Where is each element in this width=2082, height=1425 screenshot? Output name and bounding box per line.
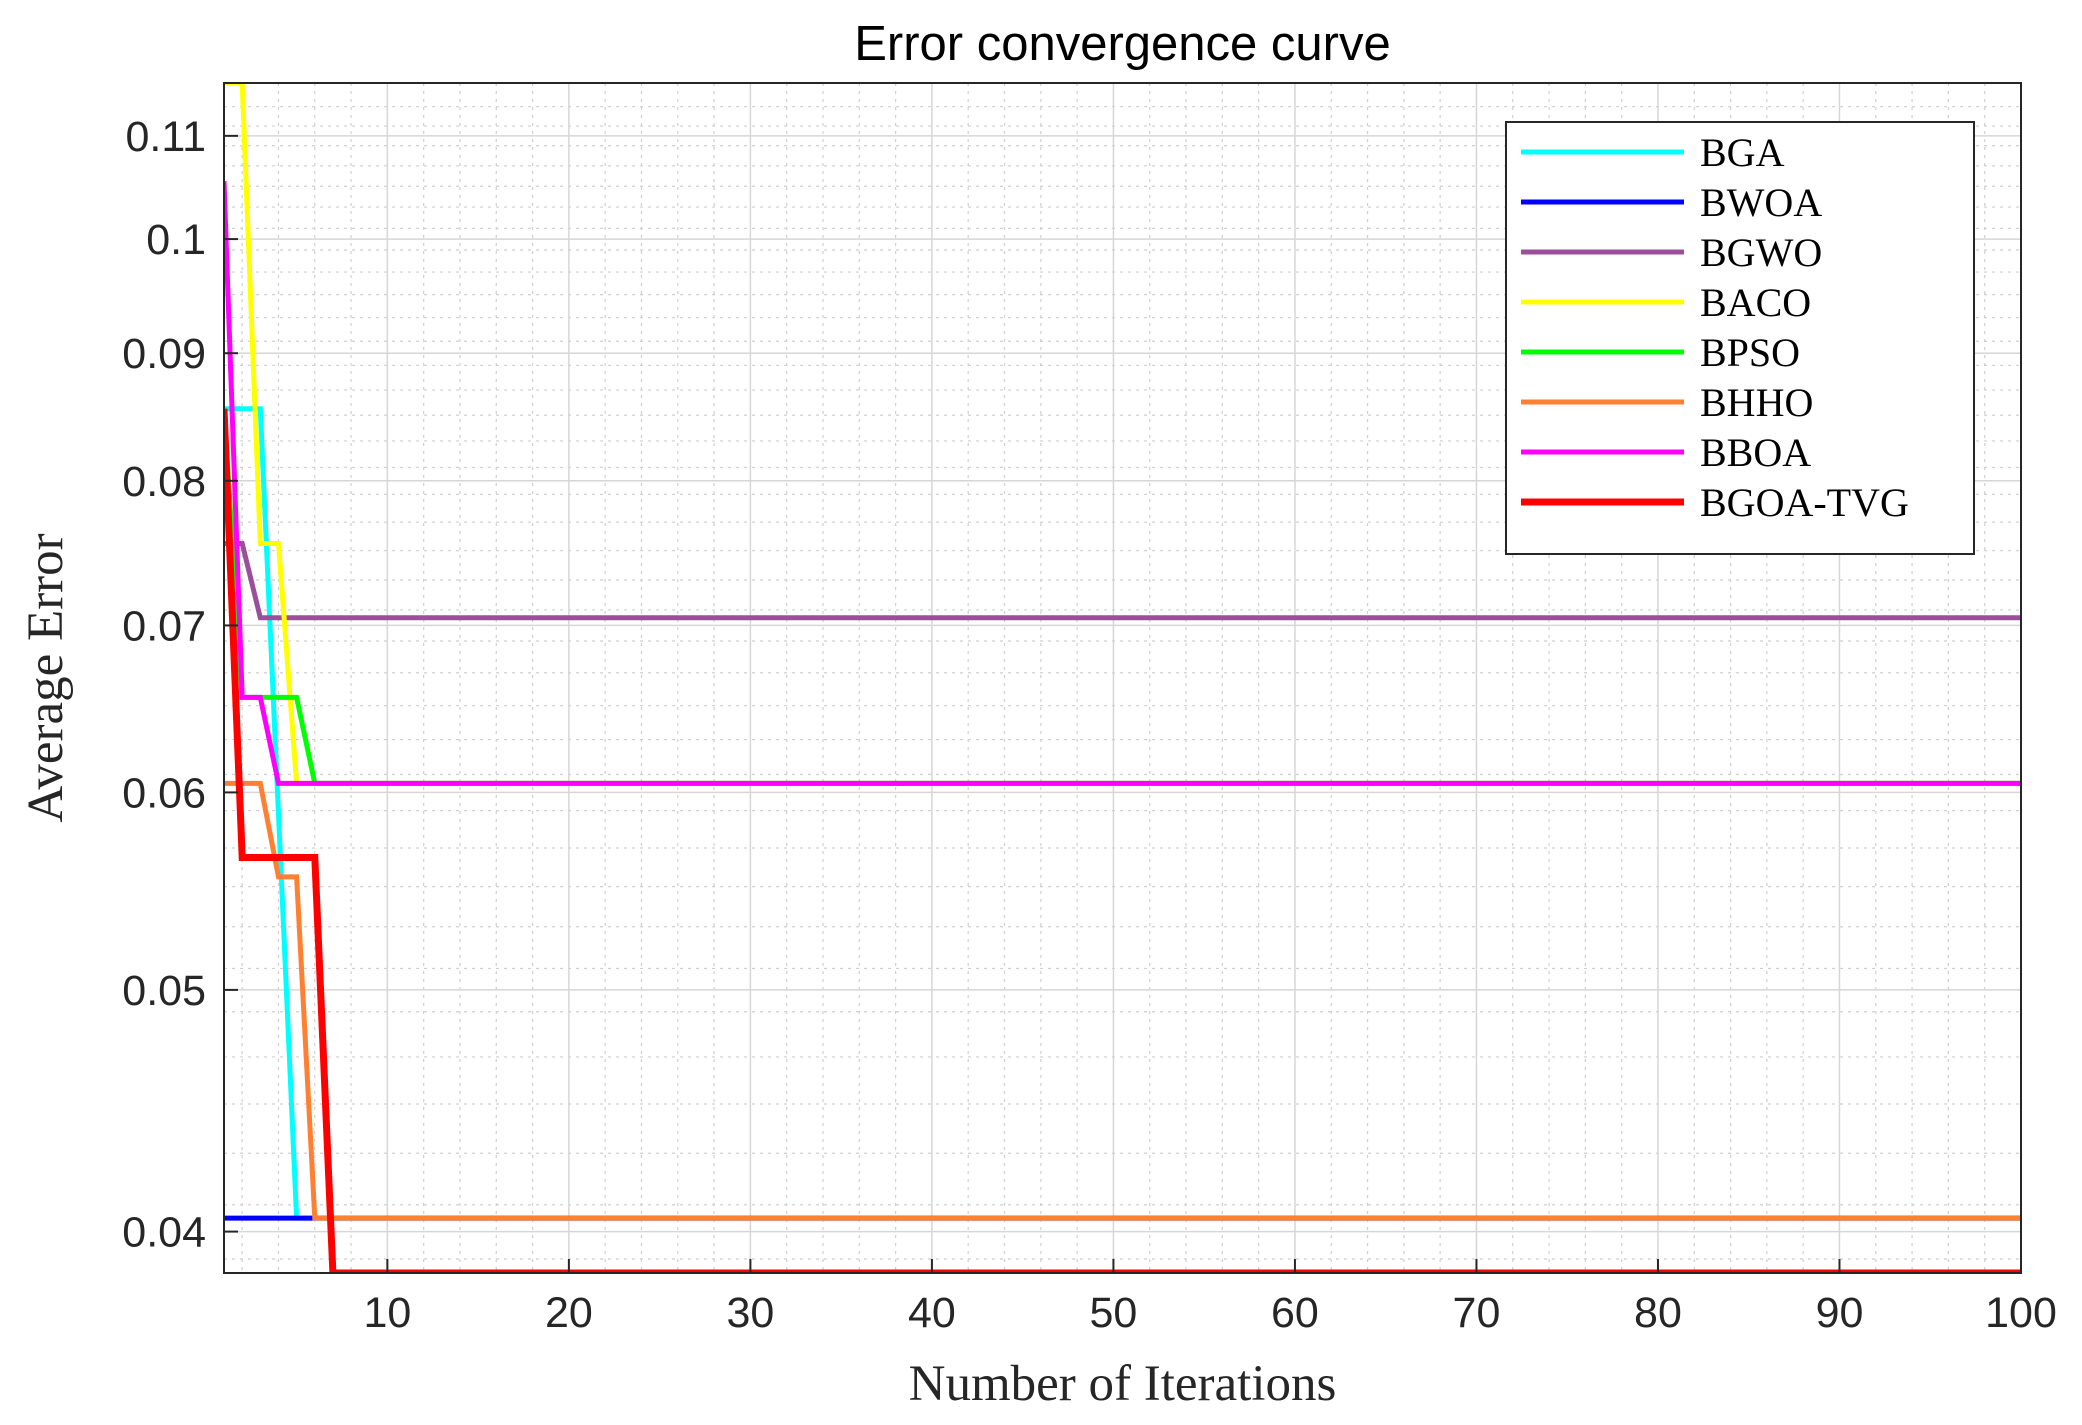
legend-label-bwoa: BWOA xyxy=(1700,180,1822,225)
series-line-bboa xyxy=(224,181,2021,786)
legend-label-bpso: BPSO xyxy=(1700,330,1800,375)
legend-label-bboa: BBOA xyxy=(1700,430,1811,475)
x-tick-label: 60 xyxy=(1271,1289,1319,1337)
legend-label-bgwo: BGWO xyxy=(1700,230,1822,275)
x-tick-label: 100 xyxy=(1985,1289,2057,1337)
x-tick-label: 10 xyxy=(363,1289,411,1337)
ticks: 10 20 30 40 50 60 70 80 90 100 0.04 0.05 0.06 0.07 0.0… xyxy=(122,113,2057,1337)
y-tick-label: 0.06 xyxy=(122,769,206,817)
chart-title: Error convergence curve xyxy=(854,17,1391,71)
series-layer xyxy=(224,83,2021,1273)
legend-box xyxy=(1505,121,1975,555)
y-tick-label: 0.07 xyxy=(122,602,206,650)
legend-label-bhho: BHHO xyxy=(1700,380,1813,425)
legend: BGA BWOA BGWO BACO BPSO BHHO BBOA BGOA-TVG xyxy=(1505,121,1975,555)
y-tick-label: 0.08 xyxy=(122,458,206,506)
y-tick-label: 0.1 xyxy=(146,216,206,264)
series-line-bgoa-tvg xyxy=(224,408,2021,1273)
legend-label-bga: BGA xyxy=(1700,130,1785,175)
x-tick-label: 20 xyxy=(545,1289,593,1337)
legend-label-bgoa-tvg: BGOA-TVG xyxy=(1700,480,1909,525)
x-axis-label: Number of Iterations xyxy=(909,1356,1337,1412)
x-tick-label: 50 xyxy=(1090,1289,1138,1337)
x-tick-label: 30 xyxy=(726,1289,774,1337)
legend-label-baco: BACO xyxy=(1700,280,1811,325)
x-tick-label: 40 xyxy=(908,1289,956,1337)
x-tick-label: 80 xyxy=(1634,1289,1682,1337)
plot-frame xyxy=(223,82,2022,1274)
y-tick-label: 0.09 xyxy=(122,330,206,378)
x-tick-label: 70 xyxy=(1453,1289,1501,1337)
y-tick-label: 0.04 xyxy=(122,1209,206,1257)
y-axis-label: Average Error xyxy=(18,533,74,822)
y-tick-label: 0.05 xyxy=(122,967,206,1015)
x-tick-label: 90 xyxy=(1816,1289,1864,1337)
y-tick-label: 0.11 xyxy=(126,113,207,161)
series-line-bhho xyxy=(224,780,2021,1221)
